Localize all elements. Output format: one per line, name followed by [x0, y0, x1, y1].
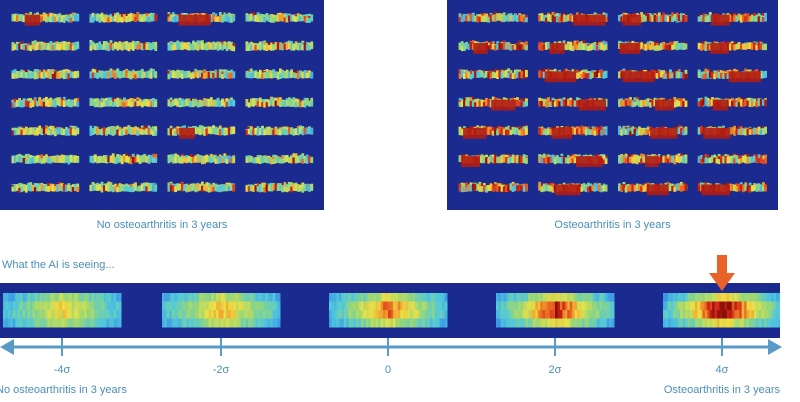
knee-heatmap-thumbnail [89, 12, 158, 23]
knee-heatmap-thumbnail [89, 40, 158, 52]
down-arrow-icon [709, 255, 735, 291]
knee-heatmap-thumbnail [458, 11, 528, 23]
knee-heatmap-thumbnail [538, 40, 608, 54]
axis-left-arrowhead [0, 339, 14, 355]
tick-label-neg2: -2σ [212, 364, 230, 376]
knee-heatmap-thumbnail [618, 181, 688, 196]
knee-heatmap-thumbnail [458, 68, 528, 80]
tick-label-zero: 0 [384, 364, 392, 376]
knee-heatmap-thumbnail [458, 181, 528, 193]
knee-heatmap-thumbnail [618, 153, 688, 167]
knee-heatmap-thumbnail [458, 96, 528, 111]
knee-heatmap-thumbnail [538, 11, 608, 26]
knee-heatmap-thumbnail [245, 125, 314, 136]
knee-heatmap-thumbnail [618, 68, 688, 83]
knee-heatmap-thumbnail [245, 68, 314, 80]
knee-heatmap-thumbnail [167, 125, 236, 139]
knee-heatmap-thumbnail [697, 40, 767, 54]
gradient-knee-blob [496, 293, 615, 328]
knee-heatmap-thumbnail [538, 125, 608, 139]
gradient-knee-blob [663, 293, 780, 328]
knee-heatmap-thumbnail [538, 153, 608, 167]
knee-heatmap-thumbnail [618, 40, 688, 54]
knee-heatmap-thumbnail [458, 124, 528, 139]
knee-heatmap-thumbnail [11, 69, 80, 80]
knee-heatmap-thumbnail [538, 68, 608, 83]
knee-heatmap-thumbnail [167, 40, 236, 52]
knee-heatmap-thumbnail [89, 68, 158, 80]
knee-heatmap-thumbnail [167, 12, 236, 26]
gradient-strip-svg [3, 293, 780, 328]
knee-heatmap-thumbnail [458, 154, 528, 167]
knee-heatmap-thumbnail [245, 153, 314, 165]
knee-heatmap-thumbnail [11, 182, 80, 193]
knee-heatmap-thumbnail [538, 97, 608, 111]
osteoarthritis-heatmap-grid [447, 0, 778, 210]
heatmap-grid-right [458, 11, 767, 196]
knee-heatmap-thumbnail [11, 11, 80, 26]
knee-heatmap-thumbnail [11, 125, 80, 137]
heatmap-grid-left [11, 11, 314, 193]
knee-heatmap-thumbnail [245, 11, 314, 23]
ai-seeing-heading: What the AI is seeing... [2, 259, 115, 271]
knee-heatmap-thumbnail [538, 181, 608, 196]
gradient-knee-blob [329, 293, 448, 328]
axis-end-label-right: Osteoarthritis in 3 years [663, 384, 780, 396]
sigma-axis [0, 338, 782, 356]
knee-heatmap-thumbnail [167, 97, 236, 108]
caption-no-osteoarthritis: No osteoarthritis in 3 years [96, 219, 228, 231]
axis-right-arrowhead [768, 339, 782, 355]
knee-heatmap-thumbnail [11, 96, 80, 108]
knee-heatmap-thumbnail [245, 181, 314, 193]
knee-heatmap-thumbnail [697, 125, 767, 139]
knee-heatmap-thumbnail [618, 125, 688, 139]
no-osteoarthritis-heatmap-grid [0, 0, 324, 210]
knee-heatmap-thumbnail [11, 153, 80, 165]
knee-heatmap-thumbnail [697, 12, 767, 26]
knee-heatmap-thumbnail [89, 97, 158, 108]
knee-heatmap-thumbnail [11, 40, 80, 52]
knee-heatmap-thumbnail [245, 40, 314, 51]
knee-heatmap-thumbnail [89, 153, 158, 165]
knee-heatmap-thumbnail [167, 68, 236, 80]
knee-heatmap-thumbnail [89, 181, 158, 193]
tick-label-neg4: -4σ [53, 364, 71, 376]
knee-heatmap-thumbnail [618, 12, 688, 26]
tick-label-pos2: 2σ [548, 364, 562, 376]
knee-heatmap-thumbnail [697, 96, 767, 111]
ai-gradient-strip [0, 283, 780, 338]
knee-heatmap-thumbnail [167, 181, 236, 193]
knee-heatmap-thumbnail [89, 125, 158, 136]
knee-heatmap-thumbnail [618, 97, 688, 111]
tick-label-pos4: 4σ [715, 364, 729, 376]
axis-end-label-left: No osteoarthritis in 3 years [0, 384, 127, 396]
gradient-knee-blob [162, 293, 281, 328]
knee-heatmap-thumbnail [245, 96, 314, 108]
knee-heatmap-thumbnail [458, 40, 528, 54]
caption-osteoarthritis: Osteoarthritis in 3 years [554, 219, 671, 231]
knee-heatmap-thumbnail [167, 153, 236, 165]
gradient-knee-blob [3, 293, 122, 328]
knee-heatmap-thumbnail [697, 153, 767, 165]
knee-heatmap-thumbnail [697, 181, 767, 196]
knee-heatmap-thumbnail [697, 68, 767, 83]
